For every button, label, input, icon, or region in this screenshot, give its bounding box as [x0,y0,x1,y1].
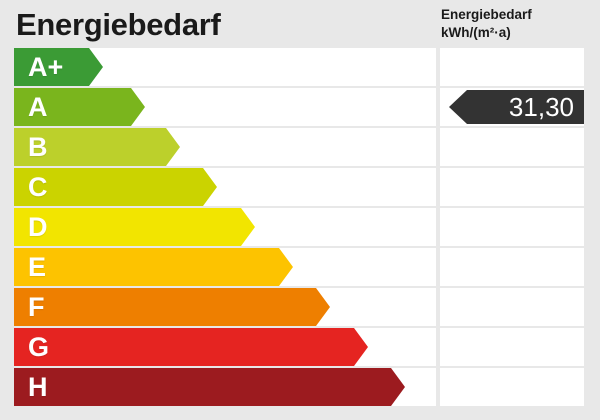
page-title: Energiebedarf [16,7,221,42]
energy-class-letter: A [28,92,48,122]
unit-header: Energiebedarf kWh/(m²·a) [441,6,591,42]
energy-value-text: 31,30 [508,92,574,122]
energy-class-letter: D [28,212,48,242]
energy-class-letter: A+ [28,52,64,82]
energy-value-marker: 31,30 [449,90,584,124]
row-cell-right [440,328,584,366]
scale-row-d: D [14,208,584,246]
energy-class-bar [14,288,330,326]
energy-class-bar [14,168,217,206]
unit-header-value: kWh/(m²·a) [441,25,511,40]
scale-panel: A+ A 31,30 B C D E F G H [14,48,584,408]
row-cell-right [440,128,584,166]
unit-header-label: Energiebedarf [441,7,532,22]
row-cell-right [440,248,584,286]
row-cell-right [440,208,584,246]
energy-class-letter: C [28,172,48,202]
column-divider [436,48,440,408]
row-cell-right [440,168,584,206]
row-cell-right [440,368,584,406]
scale-row-c: C [14,168,584,206]
scale-row-b: B [14,128,584,166]
energy-class-letter: E [28,252,47,282]
energy-class-letter: F [28,292,45,322]
energy-class-bar [14,248,293,286]
energy-class-letter: H [28,372,48,402]
scale-row-f: F [14,288,584,326]
energy-class-bar [14,328,368,366]
row-cell-right [440,48,584,86]
energy-class-letter: B [28,132,48,162]
row-cell-right [440,288,584,326]
energy-class-letter: G [28,332,50,362]
scale-row-g: G [14,328,584,366]
scale-row-e: E [14,248,584,286]
energy-class-bar [14,368,405,406]
energy-class-bar [14,208,255,246]
energy-class-bar [14,128,180,166]
scale-row-h: H [14,368,584,406]
energy-class-bar [14,48,103,86]
energy-class-bar [14,88,145,126]
header: Energiebedarf Energiebedarf kWh/(m²·a) [0,0,600,48]
scale-row-aplus: A+ [14,48,584,86]
scale-row-a: A 31,30 [14,88,584,126]
